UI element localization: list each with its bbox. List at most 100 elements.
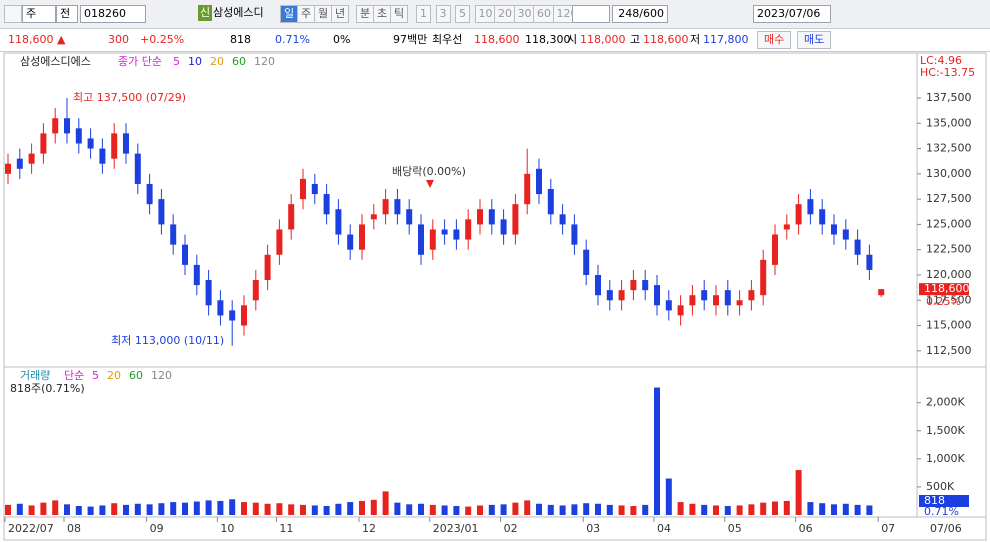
- candle-body: [241, 305, 247, 326]
- y-tick-label: 115,000: [926, 319, 972, 332]
- x-tick-label: 09: [150, 522, 164, 535]
- candle-body: [158, 199, 165, 225]
- x-tick-label: 02: [504, 522, 518, 535]
- volume-bar: [795, 470, 802, 515]
- y-tick-label: 120,000: [926, 268, 972, 281]
- candle-body: [288, 204, 295, 230]
- volume-bar: [123, 504, 129, 515]
- volume-bar: [394, 502, 401, 515]
- dropdown[interactable]: [572, 5, 610, 23]
- volume-bar: [111, 503, 118, 515]
- volume-bar: [182, 502, 188, 515]
- last-date: 07/06: [930, 522, 962, 535]
- price-tag: [919, 283, 969, 296]
- candle-body: [134, 153, 141, 184]
- ma-legend: 5: [92, 369, 99, 382]
- candle-body: [146, 183, 153, 205]
- volume-bar: [488, 504, 495, 515]
- x-tick-label: 03: [586, 522, 600, 535]
- candle-body: [748, 290, 755, 301]
- compare-select[interactable]: 전: [56, 5, 78, 23]
- dividend-annotation: 배당락(0.00%): [392, 165, 466, 178]
- volume-bar: [264, 503, 271, 515]
- candle-body: [217, 300, 224, 316]
- volume-bar: [547, 504, 554, 515]
- ma-legend: 120: [254, 55, 275, 68]
- ma-legend: 10: [188, 55, 202, 68]
- volume-bar: [99, 505, 106, 515]
- candle-body: [488, 209, 495, 225]
- volume-bar: [28, 505, 35, 515]
- candle-body: [760, 259, 767, 296]
- volume-bar: [512, 502, 519, 515]
- max-annotation: 최고 137,500 (07/29): [73, 91, 186, 104]
- volume-bar: [87, 506, 94, 515]
- candle-body: [536, 168, 542, 195]
- menu-icon[interactable]: [4, 5, 22, 23]
- volume-bar: [311, 505, 318, 515]
- volume-bar: [500, 504, 507, 515]
- quote-low-label: 저: [690, 33, 701, 46]
- volume-bar: [807, 502, 814, 515]
- candle-body: [52, 118, 59, 134]
- interval-button[interactable]: 1: [416, 5, 431, 23]
- candle-body: [252, 280, 259, 301]
- candle-body: [323, 194, 330, 215]
- volume-status: 818주(0.71%): [10, 382, 85, 395]
- volume-bar: [359, 500, 365, 515]
- interval-button[interactable]: 20: [494, 5, 516, 23]
- unit-select[interactable]: 주: [22, 5, 56, 23]
- candle-body: [606, 290, 613, 301]
- buy-button[interactable]: 매수: [757, 31, 792, 49]
- x-tick-label: 2022/07: [8, 522, 54, 535]
- candle-body: [359, 224, 365, 250]
- ma-legend: 5: [173, 55, 180, 68]
- sell-button[interactable]: 매도: [797, 31, 832, 49]
- date-input[interactable]: 2023/07/06: [753, 5, 831, 23]
- volume-bar: [536, 503, 542, 515]
- candle-body: [524, 173, 531, 205]
- candle-body: [394, 199, 401, 215]
- y-tick-label: 122,500: [926, 243, 972, 256]
- volume-bar: [819, 503, 826, 515]
- candle-body: [182, 244, 188, 265]
- volume-bar: [370, 499, 377, 515]
- candle-body: [595, 274, 601, 296]
- quote-open: 118,000: [580, 33, 626, 46]
- period-button[interactable]: 틱: [390, 5, 409, 23]
- candle-body: [276, 229, 283, 255]
- volume-tag-label: 818: [924, 494, 945, 507]
- volume-bar: [465, 506, 472, 515]
- quote-change-rate: +0.25%: [140, 33, 185, 46]
- candle-body: [477, 209, 483, 225]
- candle-body: [724, 290, 731, 306]
- interval-button[interactable]: 60: [533, 5, 555, 23]
- candle-body: [370, 214, 377, 220]
- candle-body: [123, 133, 129, 154]
- volume-bar: [654, 387, 660, 515]
- candle-body: [654, 285, 660, 306]
- volume-bar: [783, 500, 790, 515]
- candle-body: [677, 305, 684, 316]
- candle-body: [193, 264, 200, 286]
- volume-bar: [772, 501, 778, 515]
- badge: 신: [198, 5, 213, 21]
- candle-body: [99, 148, 106, 164]
- quote-best-bid: 118,300: [525, 33, 571, 46]
- code-input[interactable]: 018260: [80, 5, 146, 23]
- volume-bar: [842, 503, 849, 515]
- volume-ma-label: 단순: [64, 369, 84, 382]
- candle-body: [795, 204, 802, 225]
- candle-body: [382, 199, 389, 215]
- volume-bar: [335, 503, 342, 515]
- volume-bar: [241, 502, 247, 515]
- y-tick-label: 1,500K: [926, 424, 965, 437]
- candle-body: [406, 209, 413, 225]
- interval-button[interactable]: 5: [455, 5, 470, 23]
- volume-bar: [64, 504, 70, 515]
- period-button[interactable]: 년: [331, 5, 350, 23]
- interval-button[interactable]: 3: [435, 5, 451, 23]
- volume-bar: [217, 500, 224, 515]
- volume-bar: [453, 506, 460, 515]
